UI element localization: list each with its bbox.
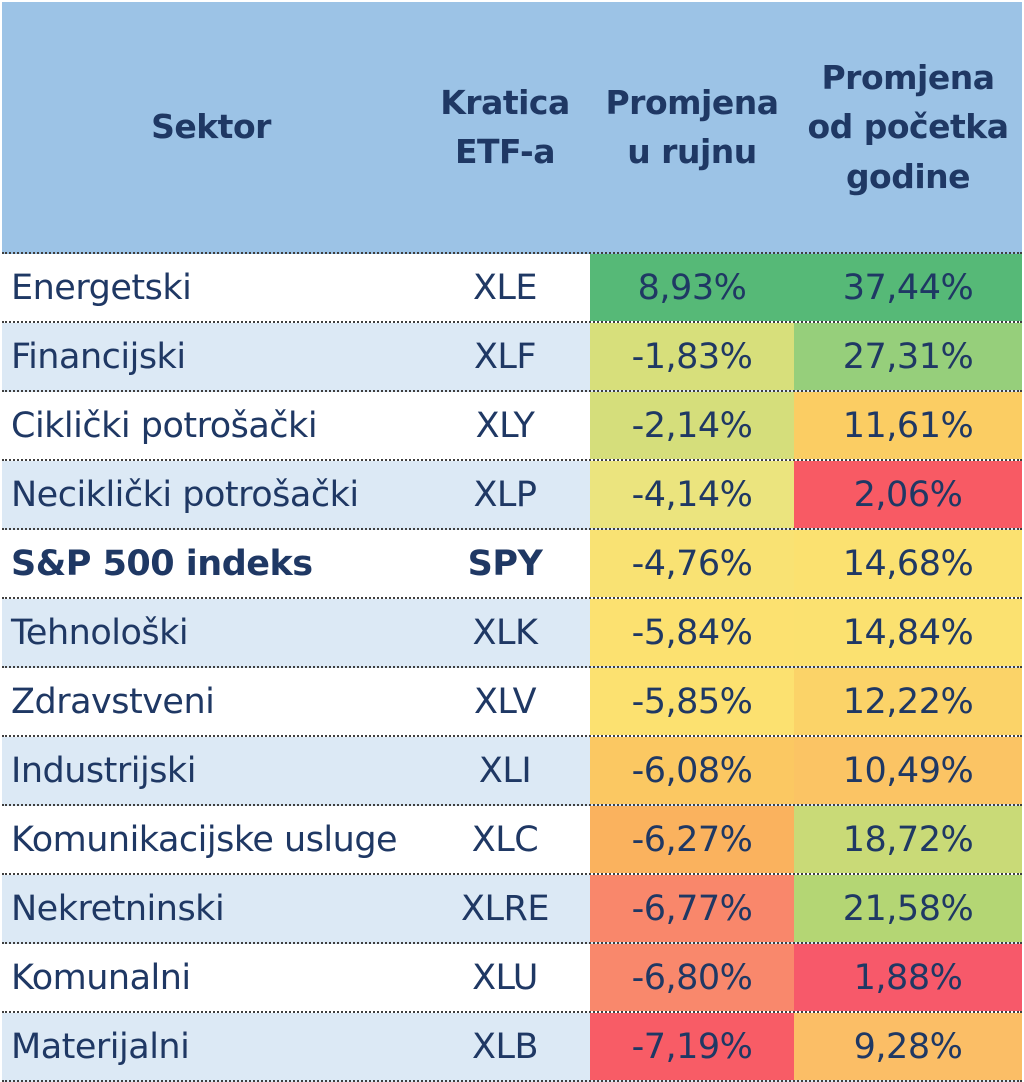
ticker-cell: XLK: [472, 612, 538, 653]
september-change-cell: -7,19%: [590, 1013, 794, 1080]
table-row: Materijalni XLB -7,19% 9,28%: [2, 1013, 1022, 1082]
sector-cell: Financijski: [11, 336, 186, 377]
ytd-change-cell: 14,68%: [794, 530, 1022, 597]
ticker-cell: SPY: [467, 543, 543, 584]
ytd-change-cell: 1,88%: [794, 944, 1022, 1011]
sector-cell: Komunalni: [11, 957, 191, 998]
header-ytd: Promjena od početka godine: [807, 57, 1009, 196]
ytd-change-cell: 12,22%: [794, 668, 1022, 735]
ytd-change-cell: 11,61%: [794, 392, 1022, 459]
september-change-cell: -6,80%: [590, 944, 794, 1011]
table-row: Zdravstveni XLV -5,85% 12,22%: [2, 668, 1022, 737]
header-sector: Sektor: [151, 107, 271, 147]
ticker-cell: XLE: [472, 267, 538, 308]
sector-cell: S&P 500 indeks: [11, 543, 313, 584]
ytd-change-cell: 10,49%: [794, 737, 1022, 804]
september-change-cell: -2,14%: [590, 392, 794, 459]
ticker-cell: XLU: [472, 957, 538, 998]
september-change-cell: -5,84%: [590, 599, 794, 666]
ytd-change-cell: 2,06%: [794, 461, 1022, 528]
sector-cell: Zdravstveni: [11, 681, 215, 722]
ytd-change-cell: 37,44%: [794, 254, 1022, 321]
table-row: Komunikacijske usluge XLC -6,27% 18,72%: [2, 806, 1022, 875]
ytd-change-cell: 14,84%: [794, 599, 1022, 666]
sector-cell: Komunikacijske usluge: [11, 819, 398, 860]
sector-cell: Nekretninski: [11, 888, 225, 929]
ytd-change-cell: 27,31%: [794, 323, 1022, 390]
ticker-cell: XLI: [478, 750, 532, 791]
september-change-cell: -1,83%: [590, 323, 794, 390]
table-row: Komunalni XLU -6,80% 1,88%: [2, 944, 1022, 1013]
sector-cell: Energetski: [11, 267, 192, 308]
ticker-cell: XLRE: [461, 888, 549, 929]
ytd-change-cell: 21,58%: [794, 875, 1022, 942]
table-header: Sektor Kratica ETF-a Promjena u rujnu Pr…: [2, 2, 1022, 254]
table-row: Tehnološki XLK -5,84% 14,84%: [2, 599, 1022, 668]
sector-cell: Neciklički potrošački: [11, 474, 359, 515]
sector-cell: Materijalni: [11, 1026, 190, 1067]
table-row: Ciklički potrošački XLY -2,14% 11,61%: [2, 392, 1022, 461]
ticker-cell: XLF: [473, 336, 537, 377]
september-change-cell: -6,27%: [590, 806, 794, 873]
september-change-cell: -4,76%: [590, 530, 794, 597]
table-row: Energetski XLE 8,93% 37,44%: [2, 254, 1022, 323]
table-body: Energetski XLE 8,93% 37,44% Financijski …: [2, 254, 1022, 1082]
table-row: S&P 500 indeks SPY -4,76% 14,68%: [2, 530, 1022, 599]
september-change-cell: -4,14%: [590, 461, 794, 528]
ytd-change-cell: 18,72%: [794, 806, 1022, 873]
september-change-cell: -5,85%: [590, 668, 794, 735]
table-row: Industrijski XLI -6,08% 10,49%: [2, 737, 1022, 806]
ticker-cell: XLB: [472, 1026, 539, 1067]
sector-cell: Ciklički potrošački: [11, 405, 318, 446]
september-change-cell: -6,08%: [590, 737, 794, 804]
table-row: Neciklički potrošački XLP -4,14% 2,06%: [2, 461, 1022, 530]
table-row: Financijski XLF -1,83% 27,31%: [2, 323, 1022, 392]
ytd-change-cell: 9,28%: [794, 1013, 1022, 1080]
header-september: Promjena u rujnu: [605, 82, 779, 172]
september-change-cell: -6,77%: [590, 875, 794, 942]
ticker-cell: XLC: [471, 819, 539, 860]
table-row: Nekretninski XLRE -6,77% 21,58%: [2, 875, 1022, 944]
ticker-cell: XLY: [475, 405, 535, 446]
ticker-cell: XLP: [473, 474, 537, 515]
september-change-cell: 8,93%: [590, 254, 794, 321]
sector-cell: Industrijski: [11, 750, 196, 791]
header-ticker: Kratica ETF-a: [440, 82, 570, 172]
ticker-cell: XLV: [473, 681, 537, 722]
sector-cell: Tehnološki: [11, 612, 189, 653]
